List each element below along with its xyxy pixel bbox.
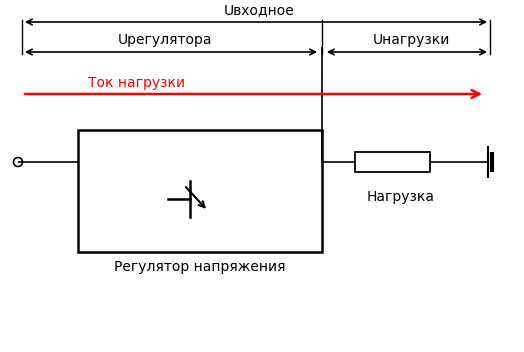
- Bar: [355, 152, 430, 172]
- Text: Uрегулятора: Uрегулятора: [118, 33, 212, 47]
- Text: Нагрузка: Нагрузка: [366, 190, 434, 204]
- Text: Uнагрузки: Uнагрузки: [373, 33, 450, 47]
- Bar: [78, 130, 322, 252]
- Text: Регулятор напряжения: Регулятор напряжения: [114, 260, 286, 274]
- Text: Uвходное: Uвходное: [224, 3, 294, 17]
- Text: Ток нагрузки: Ток нагрузки: [88, 76, 185, 90]
